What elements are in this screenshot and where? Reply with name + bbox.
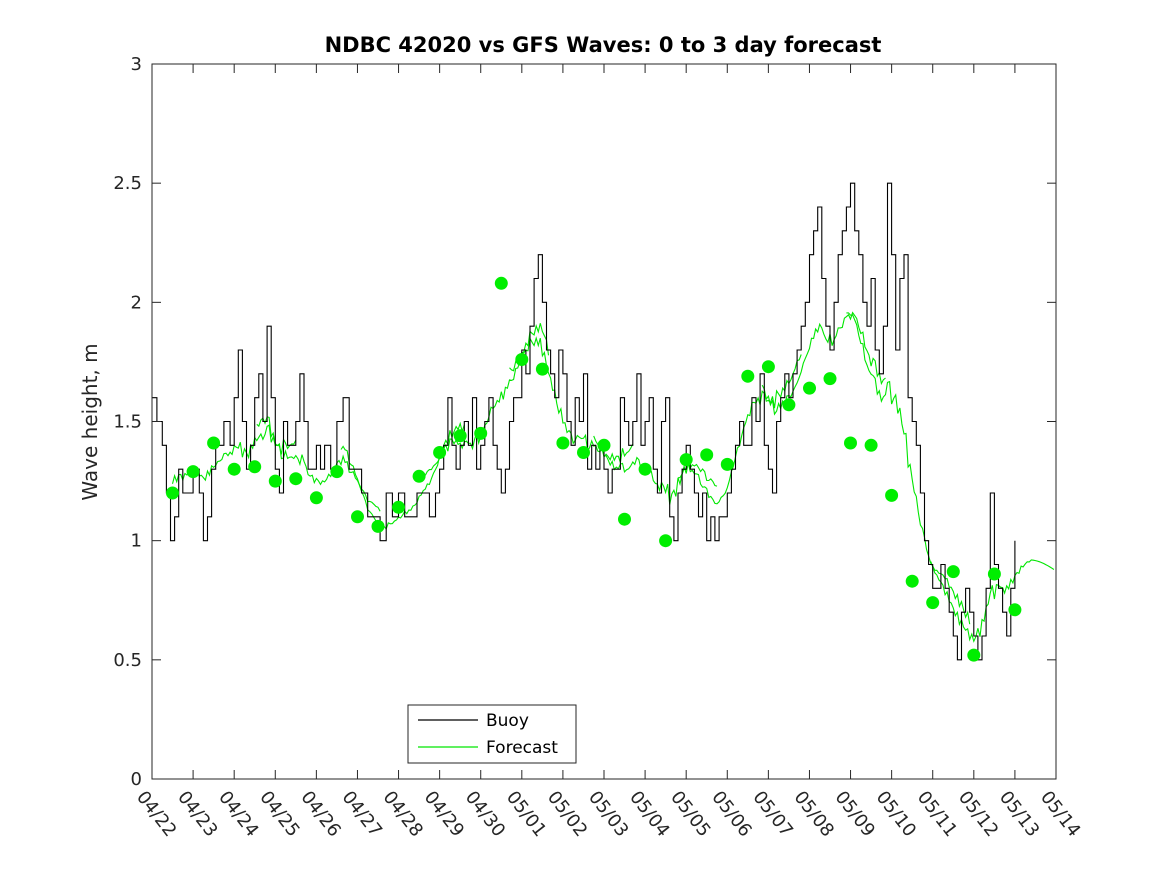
x-tick-label: 05/03: [584, 787, 632, 841]
x-tick-label: 05/10: [872, 787, 920, 841]
x-tick-label: 04/27: [338, 787, 386, 841]
forecast-point: [638, 462, 652, 476]
forecast-point: [268, 474, 282, 488]
x-tick-label: 05/13: [995, 787, 1043, 841]
forecast-point: [700, 448, 714, 462]
forecast-point: [577, 446, 590, 459]
forecast-point: [227, 462, 241, 476]
forecast-point: [556, 436, 570, 450]
forecast-point: [474, 426, 488, 440]
x-tick-label: 05/05: [666, 787, 714, 841]
legend-forecast-label: Forecast: [486, 738, 558, 758]
x-tick-label: 05/08: [790, 787, 838, 841]
forecast-point: [351, 510, 364, 524]
forecast-point: [741, 369, 755, 383]
forecast-point: [967, 648, 981, 662]
y-tick-label: 3: [131, 54, 142, 75]
plot-area: [152, 64, 1056, 779]
forecast-point: [330, 465, 344, 479]
legend: Buoy Forecast: [407, 704, 577, 764]
x-tick-label: 05/14: [1036, 787, 1084, 841]
forecast-point: [803, 381, 816, 395]
y-tick-label: 0.5: [113, 650, 142, 671]
x-tick-label: 05/09: [831, 787, 879, 841]
forecast-point: [823, 372, 837, 386]
x-tick-label: 04/24: [214, 787, 262, 841]
x-tick-label: 04/23: [173, 787, 221, 841]
forecast-point: [987, 567, 1001, 581]
y-tick-label: 0: [131, 769, 142, 790]
forecast-point: [207, 436, 221, 450]
forecast-point: [782, 398, 796, 412]
x-tick-label: 04/22: [132, 787, 180, 841]
forecast-point: [186, 465, 200, 479]
x-tick-label: 04/25: [255, 787, 303, 841]
forecast-point: [659, 534, 673, 548]
forecast-point: [679, 453, 693, 467]
x-tick-label: 04/30: [461, 787, 509, 841]
forecast-line: [761, 311, 886, 416]
forecast-point: [412, 469, 426, 483]
forecast-point: [515, 353, 529, 366]
x-tick-label: 05/02: [543, 787, 591, 841]
forecast-point: [371, 519, 385, 533]
forecast-point: [453, 429, 467, 443]
buoy-series: [152, 182, 1016, 661]
x-tick-label: 05/12: [954, 787, 1002, 841]
x-tick-label: 04/29: [420, 787, 468, 841]
y-tick-label: 1.5: [113, 412, 142, 433]
forecast-point: [761, 360, 775, 374]
legend-box: [407, 704, 577, 764]
forecast-point: [309, 491, 323, 505]
forecast-point: [494, 276, 508, 290]
forecast-point: [926, 596, 940, 610]
forecast-point: [618, 512, 631, 526]
chart-title: NDBC 42020 vs GFS Waves: 0 to 3 day fore…: [325, 33, 882, 57]
y-axis-ticks: 0 0.5 1 1.5 2 2.5 3: [113, 54, 1056, 790]
forecast-point: [864, 438, 878, 452]
forecast-point: [1008, 603, 1022, 617]
forecast-point: [844, 436, 857, 450]
forecast-point: [392, 500, 405, 514]
forecast-point: [905, 574, 919, 588]
buoy-line: [152, 182, 1016, 661]
legend-buoy-label: Buoy: [486, 711, 529, 731]
y-tick-label: 2.5: [113, 173, 142, 194]
forecast-line: [846, 312, 971, 625]
forecast-point: [535, 362, 549, 376]
forecast-point: [720, 457, 734, 471]
y-tick-label: 1: [131, 531, 142, 552]
x-tick-label: 05/01: [502, 787, 550, 841]
x-tick-label: 05/07: [748, 787, 796, 841]
x-tick-label: 05/04: [625, 787, 673, 841]
y-axis-label: Wave height, m: [78, 343, 102, 500]
forecast-point: [166, 486, 179, 500]
forecast-point: [597, 438, 611, 452]
forecast-point: [289, 472, 303, 486]
x-tick-label: 04/28: [379, 787, 427, 841]
forecast-point: [885, 488, 899, 502]
forecast-point: [248, 460, 262, 474]
forecast-markers: [166, 276, 1022, 662]
x-tick-label: 05/06: [707, 787, 755, 841]
x-tick-label: 04/26: [296, 787, 344, 841]
x-tick-label: 05/11: [913, 787, 961, 841]
forecast-line: [930, 559, 1055, 643]
forecast-point: [433, 446, 447, 459]
y-tick-label: 2: [131, 292, 142, 313]
forecast-point: [946, 565, 960, 579]
